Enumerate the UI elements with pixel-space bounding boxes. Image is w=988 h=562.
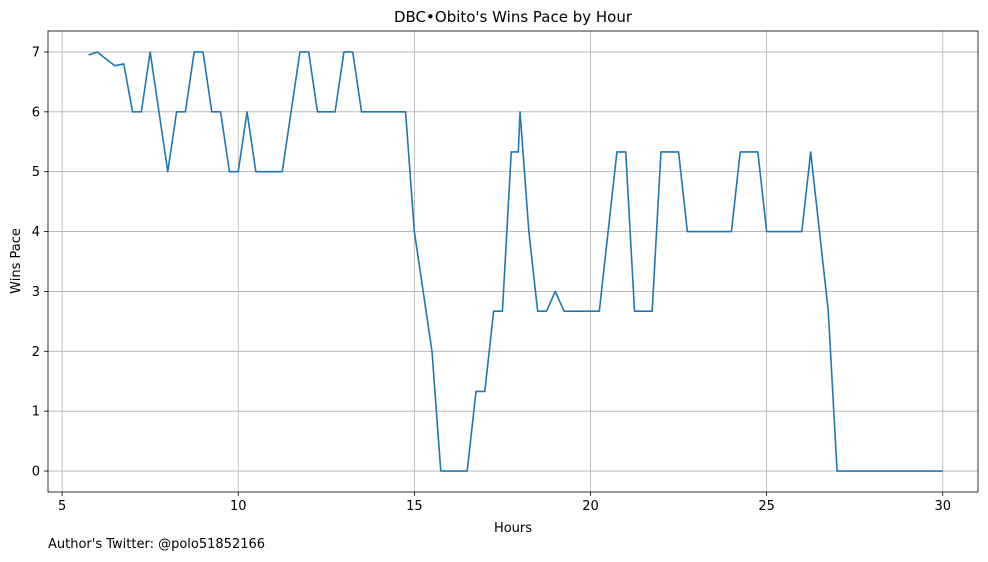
x-tick-label: 25 [758, 499, 775, 514]
x-tick-label: 30 [934, 499, 951, 514]
y-axis-ticks: 0 1 2 3 4 5 6 7 [32, 45, 48, 480]
x-tick-label: 15 [406, 499, 423, 514]
y-tick-label: 0 [32, 465, 40, 480]
y-tick-label: 4 [32, 225, 40, 240]
y-axis-label: Wins Pace [9, 228, 24, 294]
series-line [88, 51, 943, 472]
author-footer: Author's Twitter: @polo51852166 [48, 537, 266, 552]
plot-frame [47, 30, 979, 493]
chart-title: DBC•Obito's Wins Pace by Hour [394, 8, 633, 26]
x-tick-label: 5 [58, 499, 66, 514]
grid-lines [48, 31, 978, 492]
x-tick-label: 20 [582, 499, 599, 514]
series-line-group [88, 51, 943, 472]
y-tick-label: 3 [32, 285, 40, 300]
y-tick-label: 5 [32, 165, 40, 180]
y-tick-label: 7 [32, 45, 40, 60]
y-tick-label: 2 [32, 345, 40, 360]
y-tick-label: 6 [32, 105, 40, 120]
x-tick-label: 10 [230, 499, 247, 514]
x-axis-label: Hours [494, 521, 532, 536]
y-tick-label: 1 [32, 405, 40, 420]
x-axis-ticks: 5 10 15 20 25 30 [58, 492, 951, 514]
